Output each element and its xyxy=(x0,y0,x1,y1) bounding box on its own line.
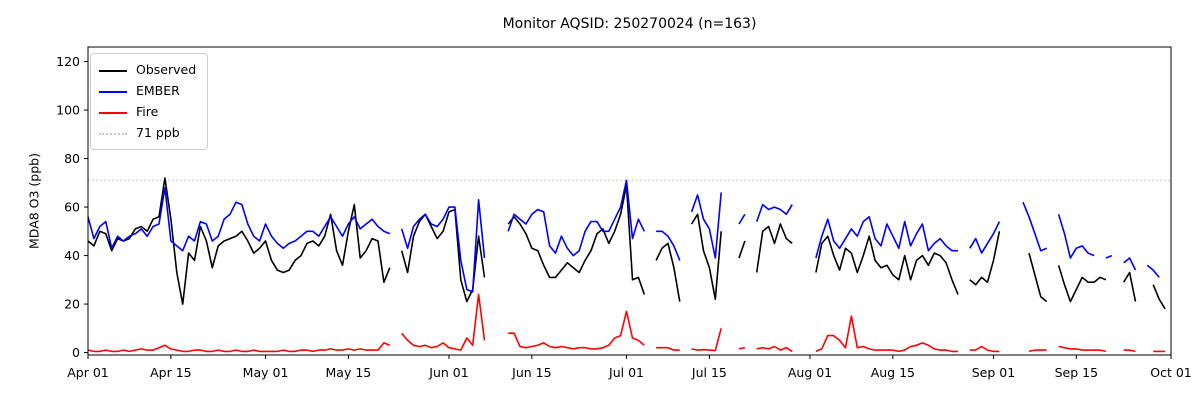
series-line xyxy=(691,328,722,352)
series-line xyxy=(656,230,681,261)
series-line xyxy=(1028,252,1048,303)
series-line xyxy=(655,242,681,302)
x-tick-label: Sep 01 xyxy=(972,365,1015,380)
series-fire xyxy=(87,293,1166,353)
series-line xyxy=(1022,201,1048,252)
legend-entry-observed: Observed xyxy=(99,60,199,81)
series-line xyxy=(969,231,1001,286)
y-tick-label: 60 xyxy=(64,200,80,215)
x-tick-label: Aug 15 xyxy=(871,365,915,380)
series-line xyxy=(87,177,391,305)
series-line xyxy=(656,346,680,351)
plot-border xyxy=(87,46,1172,356)
legend-label-threshold: 71 ppb xyxy=(136,125,180,141)
series-line xyxy=(507,179,646,257)
series-line xyxy=(400,199,486,293)
observed-line-icon xyxy=(99,69,127,72)
x-tick-label: Jul 15 xyxy=(691,365,727,380)
series-line xyxy=(690,213,722,301)
series-line xyxy=(1028,349,1047,353)
series-line xyxy=(507,184,646,295)
series-line xyxy=(1146,264,1160,278)
series-ember xyxy=(87,179,1160,293)
series-line xyxy=(815,216,958,259)
series-line xyxy=(1057,265,1107,303)
series-line xyxy=(738,240,746,259)
x-tick-label: Apr 01 xyxy=(67,365,109,380)
x-tick-label: Apr 15 xyxy=(150,365,192,380)
threshold-line-icon xyxy=(99,132,127,135)
fire-line-icon xyxy=(99,111,127,114)
y-tick-label: 120 xyxy=(56,54,80,69)
x-tick-label: Sep 15 xyxy=(1055,365,1098,380)
y-tick-label: 0 xyxy=(72,345,80,360)
series-line xyxy=(1057,214,1095,259)
legend-label-ember: EMBER xyxy=(136,83,180,99)
series-line xyxy=(1152,284,1166,310)
series-line xyxy=(738,346,746,350)
y-tick-label: 20 xyxy=(64,297,80,312)
series-line xyxy=(969,345,1000,353)
x-tick-label: Jul 01 xyxy=(608,365,644,380)
series-line xyxy=(755,203,793,222)
series-line xyxy=(815,315,958,353)
x-tick-label: Jun 01 xyxy=(428,365,468,380)
x-tick-label: Oct 01 xyxy=(1150,365,1192,380)
series-line xyxy=(1123,349,1136,353)
series-line xyxy=(690,192,722,259)
series-line xyxy=(969,221,1001,254)
chart-title: Monitor AQSID: 250270024 (n=163) xyxy=(502,16,757,32)
series-line xyxy=(1058,345,1107,353)
legend-entry-fire: Fire xyxy=(99,102,199,123)
legend-label-observed: Observed xyxy=(136,62,197,78)
x-tick-label: Jun 15 xyxy=(511,365,551,380)
legend-entry-threshold: 71 ppb xyxy=(99,123,199,144)
series-observed xyxy=(87,177,1166,310)
series-line xyxy=(87,342,391,353)
series-line xyxy=(1105,254,1113,259)
series-line xyxy=(738,213,746,225)
series-line xyxy=(756,345,793,353)
ember-line-icon xyxy=(99,90,127,93)
series-line xyxy=(87,186,391,252)
series-line xyxy=(1123,257,1137,271)
x-tick-label: May 15 xyxy=(326,365,372,380)
x-tick-label: May 01 xyxy=(243,365,289,380)
legend-label-fire: Fire xyxy=(136,104,159,120)
x-tick-label: Aug 01 xyxy=(788,365,832,380)
series-line xyxy=(400,208,486,303)
y-tick-label: 80 xyxy=(64,151,80,166)
series-line xyxy=(508,310,645,350)
legend-entry-ember: EMBER xyxy=(99,81,199,102)
y-tick-label: 100 xyxy=(56,103,80,118)
series-line xyxy=(755,223,793,273)
series-line xyxy=(1123,271,1137,302)
series-line xyxy=(401,293,486,351)
series-line xyxy=(815,235,959,295)
legend: Observed EMBER Fire 71 ppb xyxy=(90,53,208,150)
y-axis-label: MDA8 O3 (ppb) xyxy=(26,153,42,249)
y-tick-label: 40 xyxy=(64,248,80,263)
